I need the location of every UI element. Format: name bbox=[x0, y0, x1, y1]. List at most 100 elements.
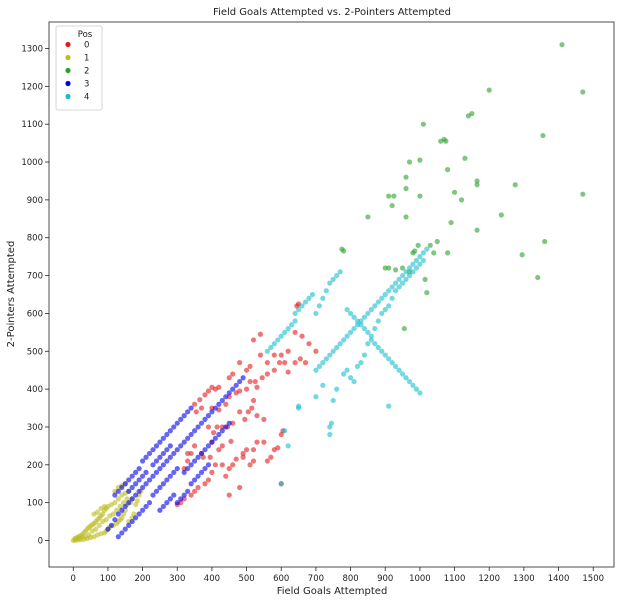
data-point-pos-3 bbox=[174, 420, 180, 426]
y-tick-label: 0 bbox=[38, 537, 43, 547]
data-point-pos-3 bbox=[129, 496, 135, 502]
x-tick-label: 100 bbox=[100, 574, 116, 584]
data-point-pos-3 bbox=[105, 526, 111, 532]
data-point-pos-3 bbox=[181, 492, 187, 498]
data-point-pos-4 bbox=[389, 284, 395, 290]
data-point-pos-4 bbox=[382, 307, 388, 313]
data-point-pos-0 bbox=[271, 367, 277, 373]
data-point-pos-4 bbox=[361, 352, 368, 358]
data-point-pos-0 bbox=[209, 469, 215, 475]
data-point-pos-2 bbox=[486, 87, 492, 93]
legend-marker-0 bbox=[65, 41, 71, 48]
data-point-pos-2 bbox=[474, 227, 480, 233]
data-point-pos-4 bbox=[295, 307, 302, 313]
y-tick-label: 1100 bbox=[21, 120, 43, 130]
data-point-pos-4 bbox=[330, 348, 336, 354]
data-point-pos-2 bbox=[410, 250, 416, 256]
data-point-pos-4 bbox=[351, 314, 357, 320]
data-point-pos-2 bbox=[406, 159, 413, 165]
data-point-pos-3 bbox=[143, 503, 149, 510]
data-point-pos-0 bbox=[264, 371, 270, 377]
data-point-pos-4 bbox=[271, 341, 277, 347]
data-point-pos-0 bbox=[282, 360, 288, 366]
data-point-pos-4 bbox=[406, 265, 413, 271]
data-point-pos-3 bbox=[164, 477, 170, 483]
data-point-pos-0 bbox=[306, 341, 312, 347]
data-point-pos-3 bbox=[126, 522, 132, 528]
legend-marker-4 bbox=[65, 93, 71, 100]
data-point-pos-2 bbox=[445, 250, 451, 256]
data-point-pos-0 bbox=[250, 447, 257, 453]
data-point-pos-4 bbox=[264, 348, 270, 354]
data-point-pos-0 bbox=[247, 363, 253, 370]
data-point-pos-2 bbox=[580, 89, 586, 95]
data-point-pos-4 bbox=[372, 303, 378, 309]
data-point-pos-2 bbox=[399, 265, 406, 271]
data-point-pos-4 bbox=[285, 443, 291, 449]
legend-marker-2 bbox=[65, 67, 71, 74]
x-tick-label: 300 bbox=[169, 574, 185, 584]
data-point-pos-0 bbox=[223, 473, 229, 479]
data-point-pos-0 bbox=[252, 378, 258, 385]
data-point-pos-4 bbox=[399, 272, 406, 279]
data-point-pos-4 bbox=[403, 269, 409, 275]
data-point-pos-2 bbox=[451, 189, 458, 195]
data-point-pos-3 bbox=[150, 462, 156, 468]
x-axis-label: Field Goals Attempted bbox=[277, 586, 388, 597]
data-point-pos-0 bbox=[292, 329, 298, 335]
y-tick-label: 500 bbox=[27, 347, 43, 357]
legend-title: Pos bbox=[78, 30, 93, 40]
data-point-pos-4 bbox=[386, 303, 392, 309]
y-tick-label: 900 bbox=[27, 196, 43, 206]
legend-marker-1 bbox=[65, 54, 71, 61]
x-tick-label: 400 bbox=[204, 574, 220, 584]
data-point-pos-3 bbox=[146, 500, 153, 506]
data-point-pos-4 bbox=[289, 322, 295, 328]
y-tick-label: 1200 bbox=[21, 82, 43, 92]
data-point-pos-3 bbox=[167, 454, 173, 460]
data-point-pos-4 bbox=[347, 329, 354, 335]
data-point-pos-1 bbox=[101, 503, 108, 510]
data-point-pos-2 bbox=[417, 193, 423, 199]
y-tick-label: 1000 bbox=[21, 158, 43, 168]
data-point-pos-3 bbox=[198, 469, 205, 475]
data-point-pos-2 bbox=[417, 157, 423, 163]
data-point-pos-3 bbox=[164, 458, 170, 464]
data-point-pos-3 bbox=[209, 439, 215, 445]
data-point-pos-0 bbox=[240, 454, 246, 460]
data-point-pos-4 bbox=[313, 310, 319, 317]
data-point-pos-3 bbox=[143, 469, 149, 475]
data-point-pos-4 bbox=[372, 341, 378, 347]
x-tick-label: 800 bbox=[342, 574, 358, 584]
data-point-pos-3 bbox=[153, 443, 160, 449]
data-point-pos-4 bbox=[399, 280, 406, 286]
data-point-pos-0 bbox=[195, 484, 201, 491]
data-point-pos-0 bbox=[240, 450, 246, 457]
data-point-pos-2 bbox=[424, 290, 430, 296]
data-point-pos-2 bbox=[465, 113, 472, 119]
data-point-pos-3 bbox=[185, 409, 191, 415]
data-point-pos-0 bbox=[254, 384, 260, 390]
data-point-pos-4 bbox=[386, 403, 392, 409]
data-point-pos-0 bbox=[237, 360, 243, 366]
data-point-pos-0 bbox=[276, 360, 283, 366]
data-point-pos-0 bbox=[285, 348, 291, 354]
data-point-pos-3 bbox=[202, 447, 208, 453]
data-point-pos-2 bbox=[540, 132, 546, 139]
data-point-pos-4 bbox=[410, 269, 416, 275]
data-point-pos-4 bbox=[386, 288, 392, 294]
data-point-pos-4 bbox=[375, 318, 381, 324]
y-axis: 0 100 200 300 400 500 600 700 800 900 1000 1100 1200… bbox=[21, 44, 49, 547]
data-point-pos-3 bbox=[185, 435, 191, 441]
data-point-pos-4 bbox=[368, 333, 374, 339]
x-tick-label: 1100 bbox=[444, 574, 466, 584]
data-point-pos-0 bbox=[207, 454, 213, 460]
data-point-pos-0 bbox=[299, 333, 305, 339]
data-point-pos-2 bbox=[512, 182, 518, 188]
data-point-pos-4 bbox=[396, 276, 402, 282]
data-point-pos-0 bbox=[292, 360, 298, 366]
data-point-pos-4 bbox=[320, 382, 326, 388]
x-tick-label: 900 bbox=[377, 574, 393, 584]
data-point-pos-4 bbox=[354, 322, 361, 328]
